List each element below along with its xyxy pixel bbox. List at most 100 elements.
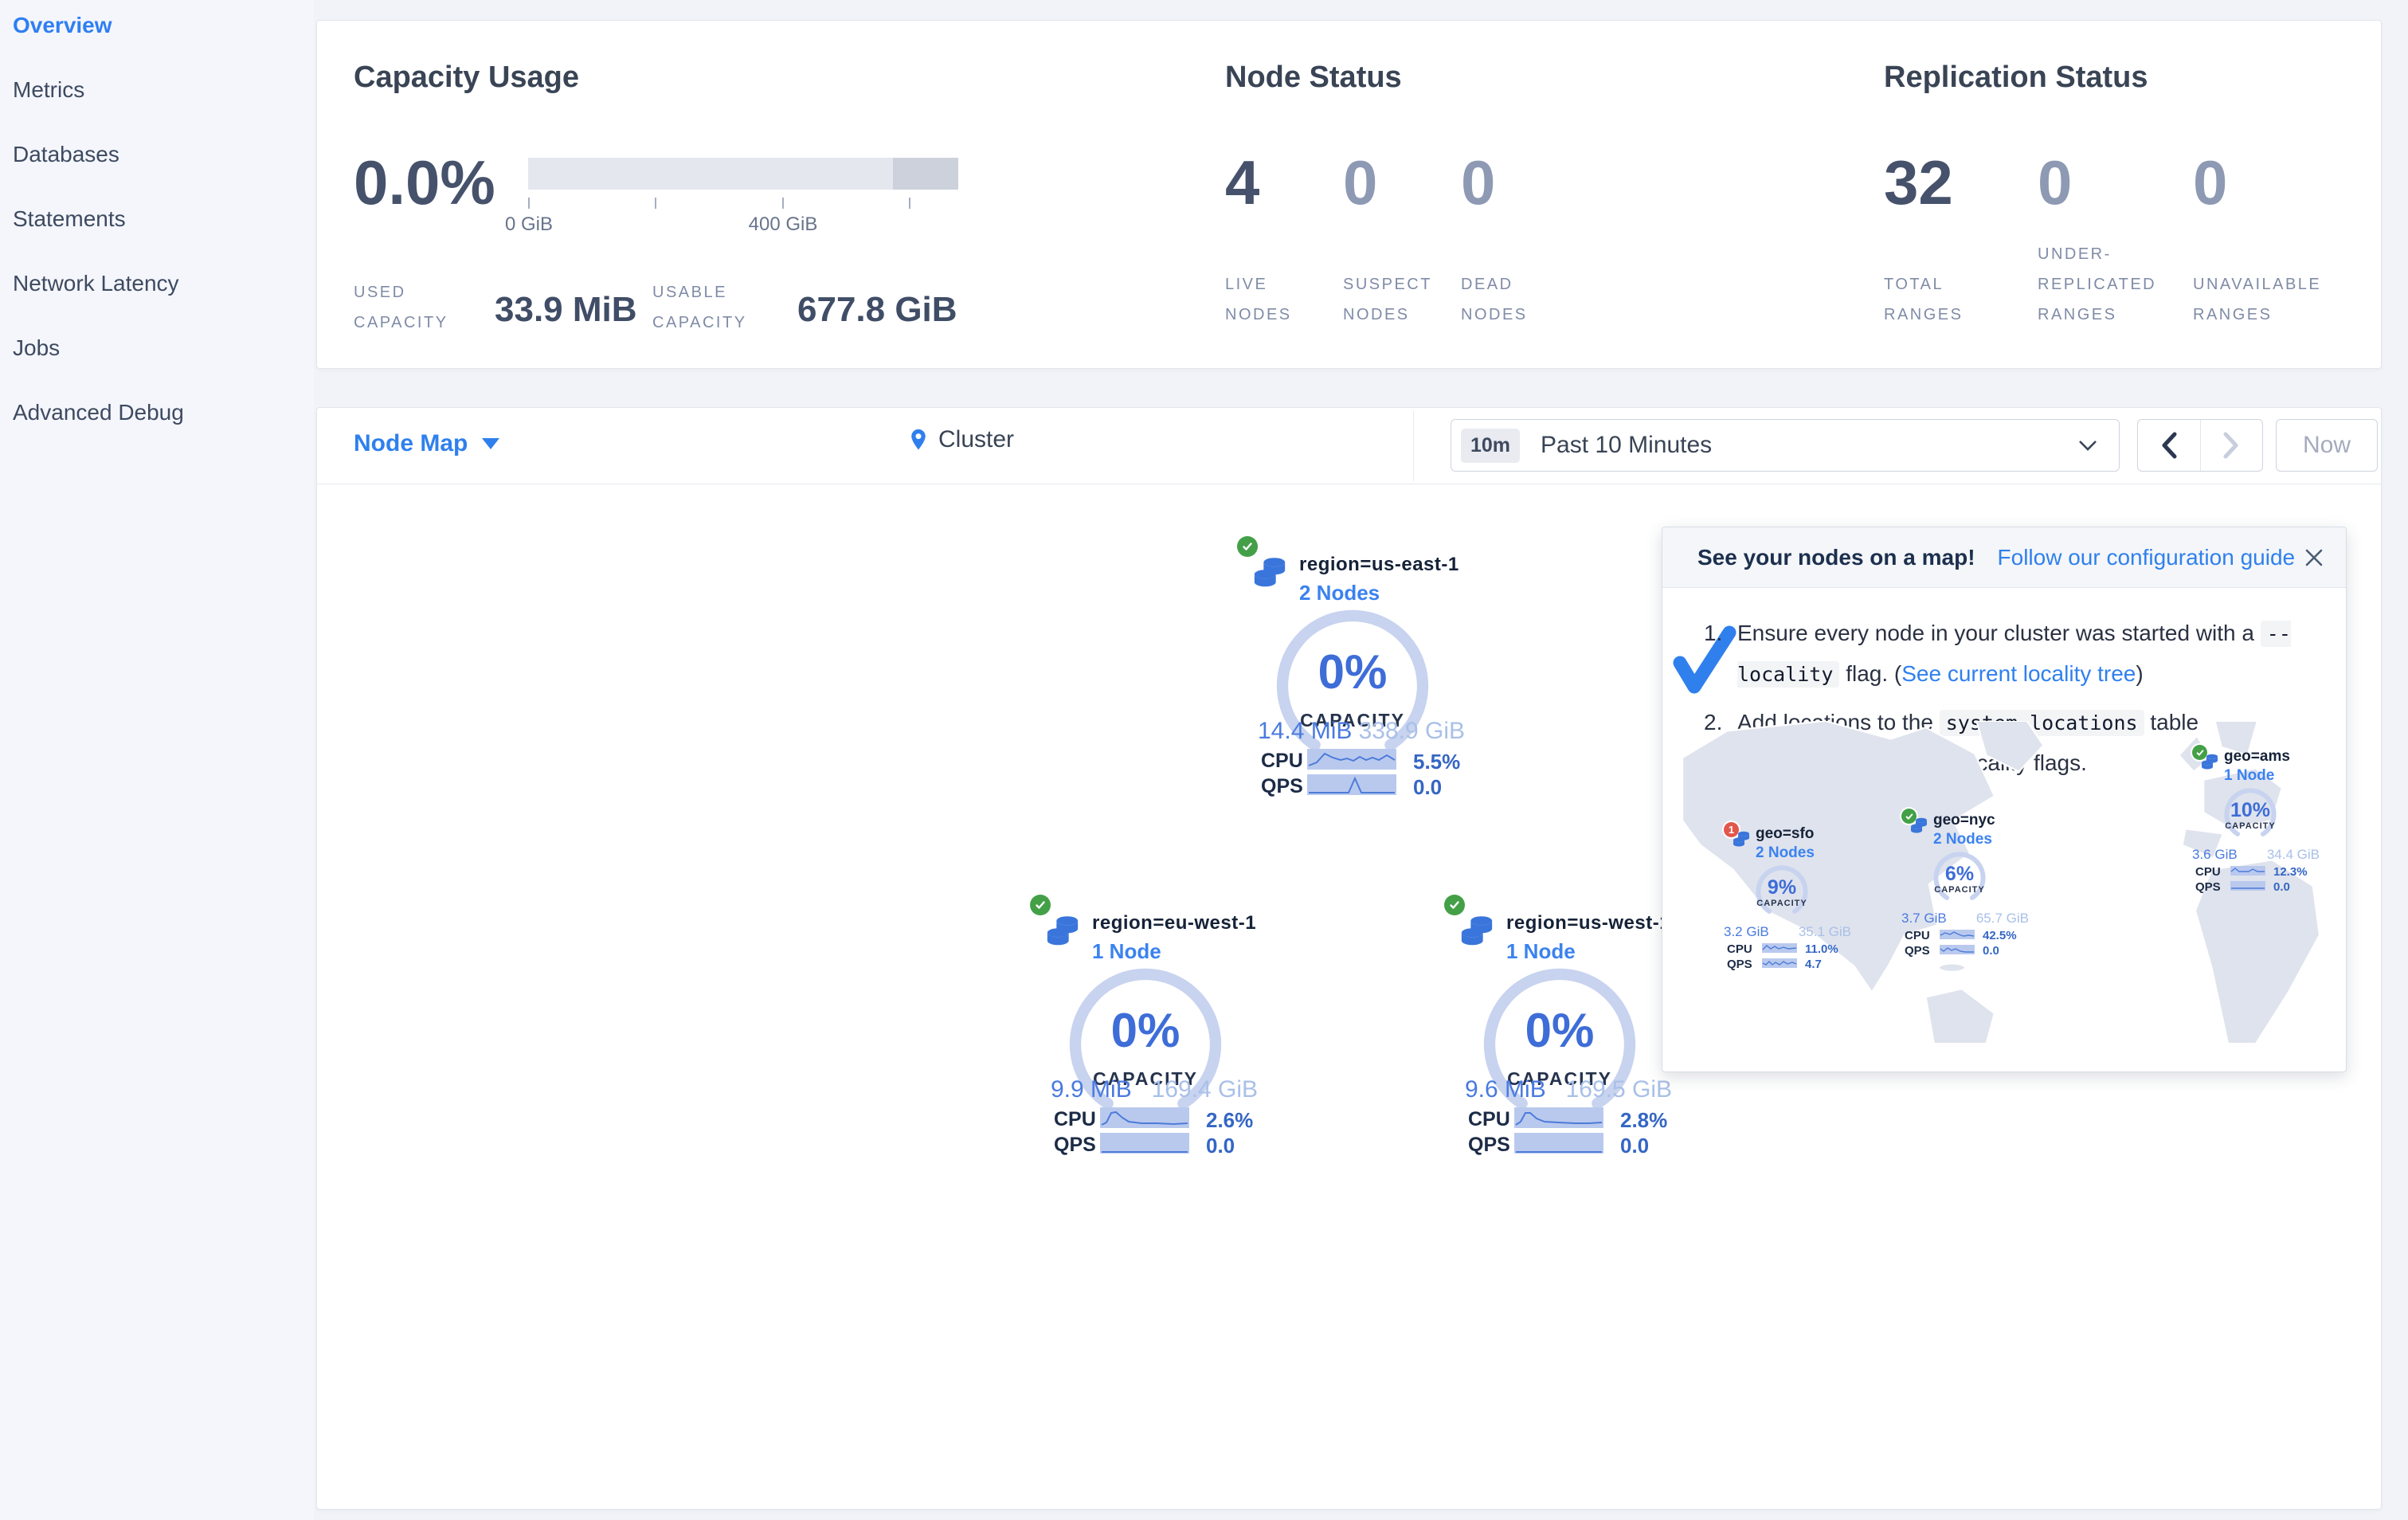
node-locality-label: region=us-west-1: [1506, 912, 1671, 934]
cpu-label: CPU: [1468, 1108, 1510, 1130]
sidebar-item-network-latency[interactable]: Network Latency: [13, 271, 179, 296]
qps-value: 4.7: [1805, 958, 1822, 971]
node-count-link[interactable]: 1 Node: [1506, 939, 1576, 963]
map-node-eu-west-1[interactable]: region=eu-west-1 1 Node 0% CAPACITY 9.9 …: [1020, 893, 1259, 1168]
sidebar-item-databases[interactable]: Databases: [13, 142, 119, 166]
node-total-capacity: 65.7 GiB: [1975, 911, 2029, 926]
capacity-usage-section: Capacity Usage 0.0% 0 GiB 400 GiB USED C…: [354, 21, 1158, 370]
time-range-label: Past 10 Minutes: [1541, 432, 1713, 458]
node-total-capacity: 34.4 GiB: [2266, 847, 2320, 862]
gauge-percent: 9%: [1767, 876, 1797, 899]
cpu-sparkline: [1940, 930, 1975, 939]
dead-nodes-label: DEAD NODES: [1461, 276, 1528, 323]
sidebar-item-overview[interactable]: Overview: [13, 13, 112, 37]
map-node-us-west-1[interactable]: region=us-west-1 1 Node 0% CAPACITY 9.6 …: [1435, 893, 1674, 1168]
node-total-capacity: 35.1 GiB: [1798, 924, 1851, 939]
map-pin-icon: [911, 429, 926, 450]
capacity-gauge: 0% CAPACITY: [1058, 957, 1233, 1132]
qps-value: 0.0: [1206, 1134, 1235, 1158]
node-total-capacity: 338.9 GiB: [1358, 718, 1465, 744]
node-map-config-popup: See your nodes on a map! Follow our conf…: [1662, 527, 2347, 1072]
gauge-percent: 6%: [1944, 863, 1975, 885]
node-used-capacity: 3.2 GiB: [1724, 924, 1769, 939]
total-ranges-label: TOTAL RANGES: [1884, 276, 1964, 323]
locality-tree-link[interactable]: See current locality tree: [1901, 661, 2136, 686]
under-replicated-label: UNDER-REPLICATED RANGES: [2038, 245, 2157, 323]
sidebar-item-statements[interactable]: Statements: [13, 206, 126, 231]
time-range-nav: [2137, 419, 2263, 472]
node-status-section: Node Status 4 0 0 LIVE NODES SUSPECT NOD…: [1225, 21, 1607, 370]
cpu-value: 11.0%: [1805, 942, 1838, 956]
capacity-percent: 0.0%: [354, 147, 495, 217]
healthy-check-icon: [1030, 895, 1051, 915]
gauge-percent: 0%: [1525, 1004, 1595, 1057]
qps-value: 0.0: [2273, 880, 2290, 894]
qps-sparkline: [2230, 881, 2265, 891]
gauge-capacity-word: CAPACITY: [1756, 899, 1807, 908]
system-locations-code: system.locations: [1939, 710, 2144, 736]
capacity-bar-reserved-segment: [893, 158, 958, 190]
gauge-capacity-word: CAPACITY: [1507, 1068, 1612, 1089]
used-capacity-label: USED CAPACITY: [354, 284, 448, 331]
next-range-button[interactable]: [2199, 420, 2263, 471]
chevron-left-icon: [2162, 432, 2177, 459]
replication-status-title: Replication Status: [1884, 61, 2148, 94]
qps-metric-row: QPS 0.0: [1054, 1132, 1258, 1158]
sidebar-item-advanced-debug[interactable]: Advanced Debug: [13, 400, 184, 425]
cpu-value: 5.5%: [1413, 750, 1461, 774]
qps-sparkline: [1762, 958, 1797, 968]
healthy-check-icon: [1237, 536, 1258, 557]
capacity-usage-title: Capacity Usage: [354, 61, 580, 94]
breadcrumb[interactable]: Cluster: [906, 425, 1014, 454]
sidebar-item-metrics[interactable]: Metrics: [13, 77, 85, 102]
mini-node-geo-ams: geo=ams 1 Node 10% CAPACITY 3.6 GiB 34.4…: [2192, 738, 2320, 894]
cpu-value: 2.6%: [1206, 1108, 1254, 1132]
node-locality-label: geo=ams: [2224, 748, 2290, 765]
node-count-link[interactable]: 1 Node: [1092, 939, 1161, 963]
qps-value: 0.0: [1413, 775, 1443, 799]
capacity-gauge: 0% CAPACITY: [1472, 957, 1647, 1132]
prev-range-button[interactable]: [2138, 420, 2200, 471]
map-node-us-east-1[interactable]: region=us-east-1 2 Nodes 0% CAPACITY 14.…: [1227, 535, 1466, 809]
cpu-sparkline: [1100, 1107, 1189, 1128]
time-range-selector[interactable]: 10m Past 10 Minutes: [1451, 419, 2120, 472]
usable-capacity-value: 677.8 GiB: [797, 290, 957, 329]
qps-value: 0.0: [1620, 1134, 1650, 1158]
node-count-link[interactable]: 2 Nodes: [1299, 581, 1380, 605]
capacity-gauge: 6% CAPACITY: [1930, 848, 1989, 907]
cpu-sparkline: [1762, 943, 1797, 953]
cpu-label: CPU: [1261, 750, 1303, 772]
gauge-percent: 0%: [1318, 645, 1388, 699]
toolbar-divider: [1413, 411, 1414, 481]
cpu-sparkline: [1514, 1107, 1603, 1128]
node-total-capacity: 169.4 GiB: [1151, 1076, 1258, 1103]
node-count-label: 2 Nodes: [1756, 844, 1815, 861]
step-text: flag. (: [1839, 661, 1902, 686]
database-stack-icon: [1733, 831, 1749, 847]
node-used-capacity: 3.6 GiB: [2192, 847, 2238, 862]
suspect-nodes-count: 0: [1343, 147, 1378, 217]
cpu-sparkline: [1307, 749, 1396, 770]
chevron-right-icon: [2223, 432, 2238, 459]
configuration-guide-link[interactable]: Follow our configuration guide: [1997, 544, 2296, 570]
live-nodes-count: 4: [1225, 147, 1260, 217]
mini-node-geo-sfo: 1 geo=sfo 2 Nodes 9% CAPACITY 3.2 GiB 35…: [1724, 816, 1851, 971]
database-stack-icon: [1461, 916, 1493, 946]
view-selector-dropdown[interactable]: Node Map: [354, 430, 500, 457]
node-locality-label: region=eu-west-1: [1092, 912, 1257, 934]
qps-label: QPS: [1261, 775, 1303, 797]
cpu-sparkline: [2230, 866, 2265, 876]
close-icon[interactable]: [2300, 543, 2328, 572]
sidebar-item-jobs[interactable]: Jobs: [13, 335, 61, 360]
qps-value: 0.0: [1983, 944, 1999, 958]
step-number: 1.: [1704, 621, 1723, 645]
chevron-down-icon: [2079, 441, 2097, 451]
node-locality-label: region=us-east-1: [1299, 554, 1459, 575]
now-button[interactable]: Now: [2276, 419, 2378, 472]
gauge-capacity-word: CAPACITY: [1093, 1068, 1198, 1089]
cpu-value: 2.8%: [1620, 1108, 1668, 1132]
gauge-percent: 10%: [2230, 799, 2271, 821]
capacity-gauge: 9% CAPACITY: [1752, 862, 1811, 921]
cpu-metric-row: CPU 42.5%: [1905, 928, 2029, 942]
view-selector-label: Node Map: [354, 430, 468, 456]
